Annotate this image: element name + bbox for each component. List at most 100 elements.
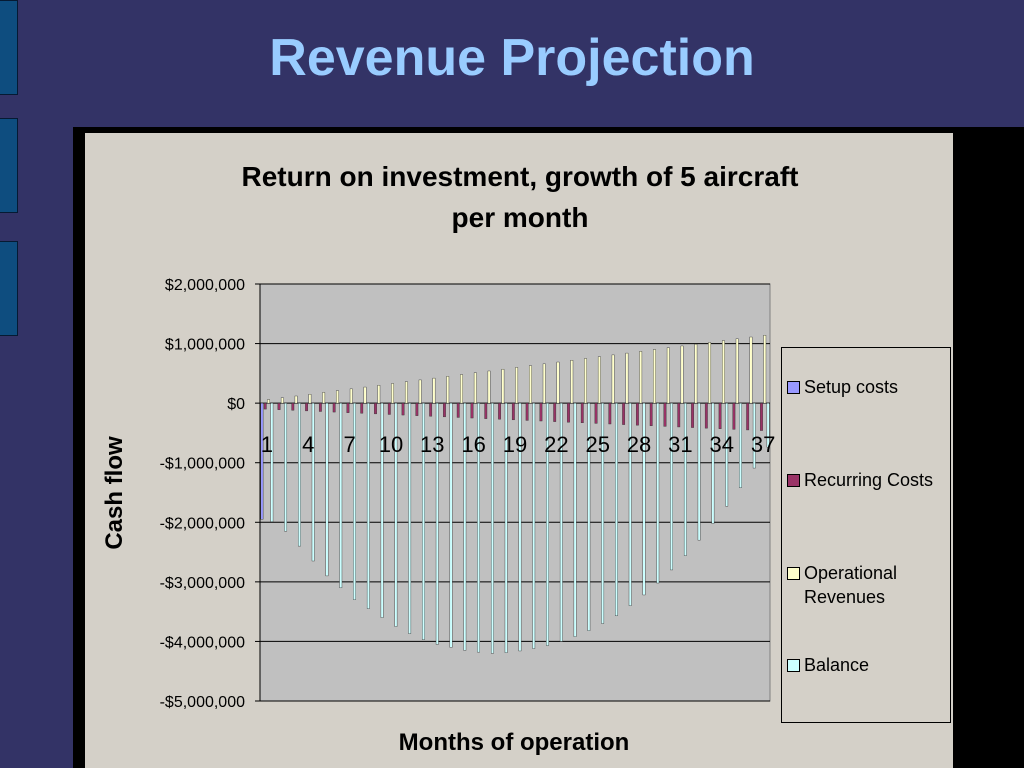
bar-recurring: [443, 402, 446, 418]
y-tick-label: -$4,000,000: [160, 634, 246, 651]
side-tab-2: [0, 118, 18, 213]
bar-balance: [725, 402, 729, 507]
bar-balance: [573, 402, 577, 637]
bar-setup: [260, 402, 264, 520]
bar-operational: [308, 394, 312, 404]
bar-balance: [311, 402, 315, 562]
legend-label-balance: Balance: [804, 655, 870, 675]
bar-operational: [556, 361, 560, 404]
bar-balance: [394, 402, 398, 627]
bar-balance: [449, 402, 453, 648]
bar-recurring: [594, 402, 598, 424]
bar-recurring: [580, 402, 584, 424]
bar-recurring: [360, 402, 364, 414]
bar-recurring: [525, 402, 529, 421]
x-tick-label: 22: [544, 432, 568, 457]
bar-operational: [639, 351, 643, 404]
bar-balance: [656, 402, 660, 584]
bar-recurring: [663, 402, 667, 427]
bar-operational: [584, 358, 587, 404]
bar-operational: [322, 392, 326, 404]
bar-recurring: [567, 402, 570, 423]
y-tick-label: -$3,000,000: [160, 575, 246, 592]
y-axis-ticks: $2,000,000 $1,000,000 $0 -$1,000,000 -$2,000…: [160, 277, 261, 711]
bar-recurring: [649, 402, 653, 426]
bar-balance: [532, 402, 536, 649]
y-tick-label: $1,000,000: [165, 337, 245, 354]
bar-recurring: [484, 402, 488, 419]
legend-entry-setup: Setup costs: [787, 375, 944, 399]
bar-recurring: [746, 402, 750, 431]
bar-balance: [380, 402, 384, 618]
bar-recurring: [498, 402, 501, 420]
bar-recurring: [636, 402, 639, 426]
x-tick-label: 7: [343, 432, 355, 457]
bar-balance: [683, 402, 687, 556]
x-tick-label: 4: [302, 432, 314, 457]
x-tick-label: 31: [668, 432, 692, 457]
x-tick-label: 28: [627, 432, 651, 457]
chart-title-line2: per month: [452, 202, 589, 233]
bar-recurring: [387, 402, 391, 415]
bar-operational: [529, 365, 532, 404]
bar-operational: [460, 374, 463, 404]
x-tick-label: 25: [585, 432, 609, 457]
bar-balance: [463, 402, 467, 651]
bar-recurring: [691, 402, 694, 428]
bar-operational: [625, 352, 629, 404]
x-tick-label: 16: [461, 432, 485, 457]
y-tick-label: -$5,000,000: [160, 694, 246, 711]
bar-recurring: [277, 402, 281, 410]
bar-operational: [694, 343, 698, 404]
legend-entry-operational: Operational Revenues: [787, 561, 944, 609]
bar-balance: [615, 402, 618, 617]
bar-balance: [642, 402, 646, 596]
bar-balance: [670, 402, 673, 571]
bar-operational: [377, 385, 381, 404]
bar-recurring: [346, 402, 350, 413]
bar-recurring: [511, 402, 515, 421]
bar-operational: [473, 372, 477, 404]
bar-operational: [735, 338, 739, 404]
legend-label-recurring: Recurring Costs: [804, 470, 934, 490]
bar-balance: [366, 402, 370, 609]
bar-recurring: [401, 402, 405, 416]
bar-recurring: [332, 402, 336, 413]
x-tick-label: 10: [379, 432, 403, 457]
bar-balance: [270, 402, 274, 522]
bar-recurring: [429, 402, 433, 417]
bar-recurring: [470, 402, 474, 419]
bar-balance: [697, 402, 701, 541]
bar-recurring: [732, 402, 736, 430]
bar-balance: [325, 402, 329, 577]
x-axis-label: Months of operation: [399, 729, 630, 756]
bar-operational: [515, 367, 519, 404]
bar-balance: [739, 402, 742, 488]
bar-operational: [542, 363, 546, 404]
bar-balance: [490, 402, 494, 654]
bar-recurring: [622, 402, 626, 425]
bar-recurring: [291, 402, 295, 411]
bar-operational: [267, 399, 270, 404]
bar-recurring: [305, 402, 308, 412]
side-tab-3: [0, 241, 18, 336]
x-tick-label: 34: [710, 432, 734, 457]
bar-operational: [570, 360, 574, 404]
plot-area: [259, 283, 771, 702]
bar-recurring: [718, 402, 722, 429]
bar-balance: [628, 402, 632, 606]
bar-operational: [418, 379, 422, 404]
bar-recurring: [263, 402, 267, 410]
bar-operational: [432, 377, 436, 404]
bar-balance: [477, 402, 480, 653]
bar-balance: [504, 402, 508, 653]
bar-recurring: [608, 402, 612, 425]
bar-operational: [653, 349, 656, 404]
bar-recurring: [415, 402, 419, 416]
bar-operational: [363, 386, 367, 404]
bar-operational: [501, 368, 505, 404]
bar-recurring: [677, 402, 681, 428]
bar-operational: [294, 395, 298, 404]
bar-operational: [487, 370, 491, 404]
legend-swatch-recurring: [787, 474, 800, 487]
